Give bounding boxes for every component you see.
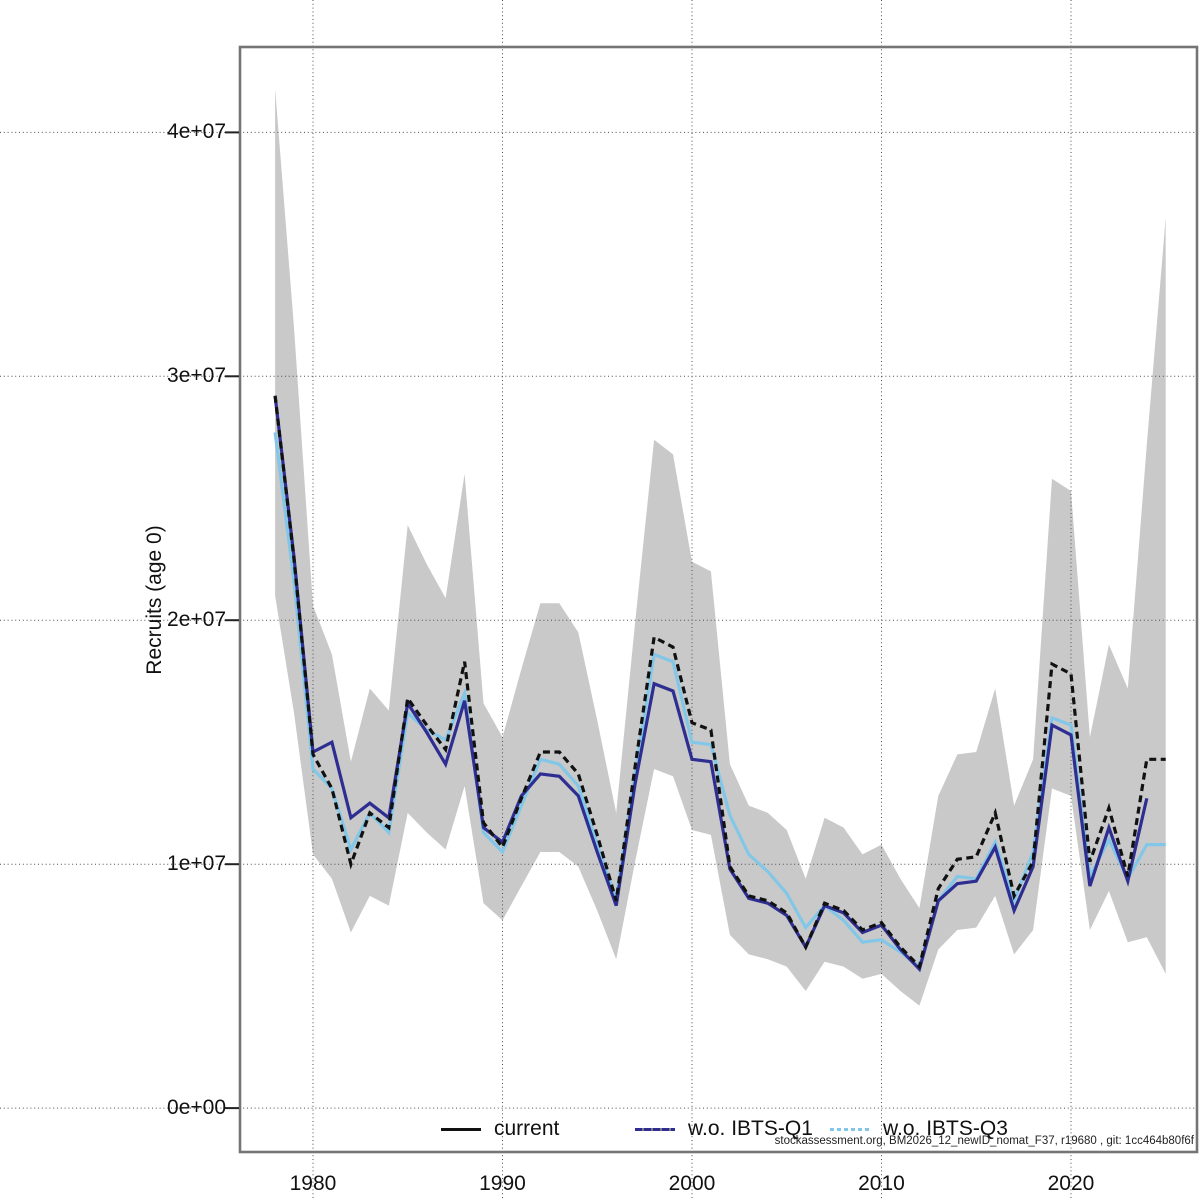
x-tick-label: 2000 (668, 1172, 716, 1195)
plot-border (238, 45, 1199, 1154)
y-tick-label: 2e+07 (167, 608, 226, 632)
x-tick-label: 2020 (1047, 1172, 1095, 1195)
legend-label: w.o. IBTS-Q3 (883, 1117, 1008, 1140)
x-tick-label: 1980 (289, 1172, 337, 1195)
y-tick-label: 3e+07 (167, 364, 226, 388)
legend-item-2: w.o. IBTS-Q1 (635, 1117, 813, 1141)
legend-line-sample (830, 1127, 870, 1131)
y-tick-label: 0e+00 (167, 1096, 226, 1120)
y-tick-label: 1e+07 (167, 852, 226, 876)
y-tick-label: 4e+07 (167, 120, 226, 144)
legend-item-1: current (441, 1117, 559, 1141)
legend-label: w.o. IBTS-Q1 (688, 1117, 813, 1140)
series-line-1 (273, 395, 1166, 970)
footer-text: stockassessment.org, BM2026_12_newID_nom… (774, 1135, 1194, 1147)
legend-label: current (494, 1117, 560, 1140)
confidence-ribbon (275, 88, 1166, 1006)
legend-line-sample (635, 1127, 675, 1131)
series-line-2 (273, 395, 1149, 973)
x-tick-label: 1990 (479, 1172, 526, 1195)
legend-line-sample (441, 1127, 481, 1131)
y-axis-title: Recruits (age 0) (143, 525, 166, 675)
legend-item-3: w.o. IBTS-Q3 (830, 1117, 1008, 1141)
x-tick-label: 2010 (858, 1172, 905, 1195)
